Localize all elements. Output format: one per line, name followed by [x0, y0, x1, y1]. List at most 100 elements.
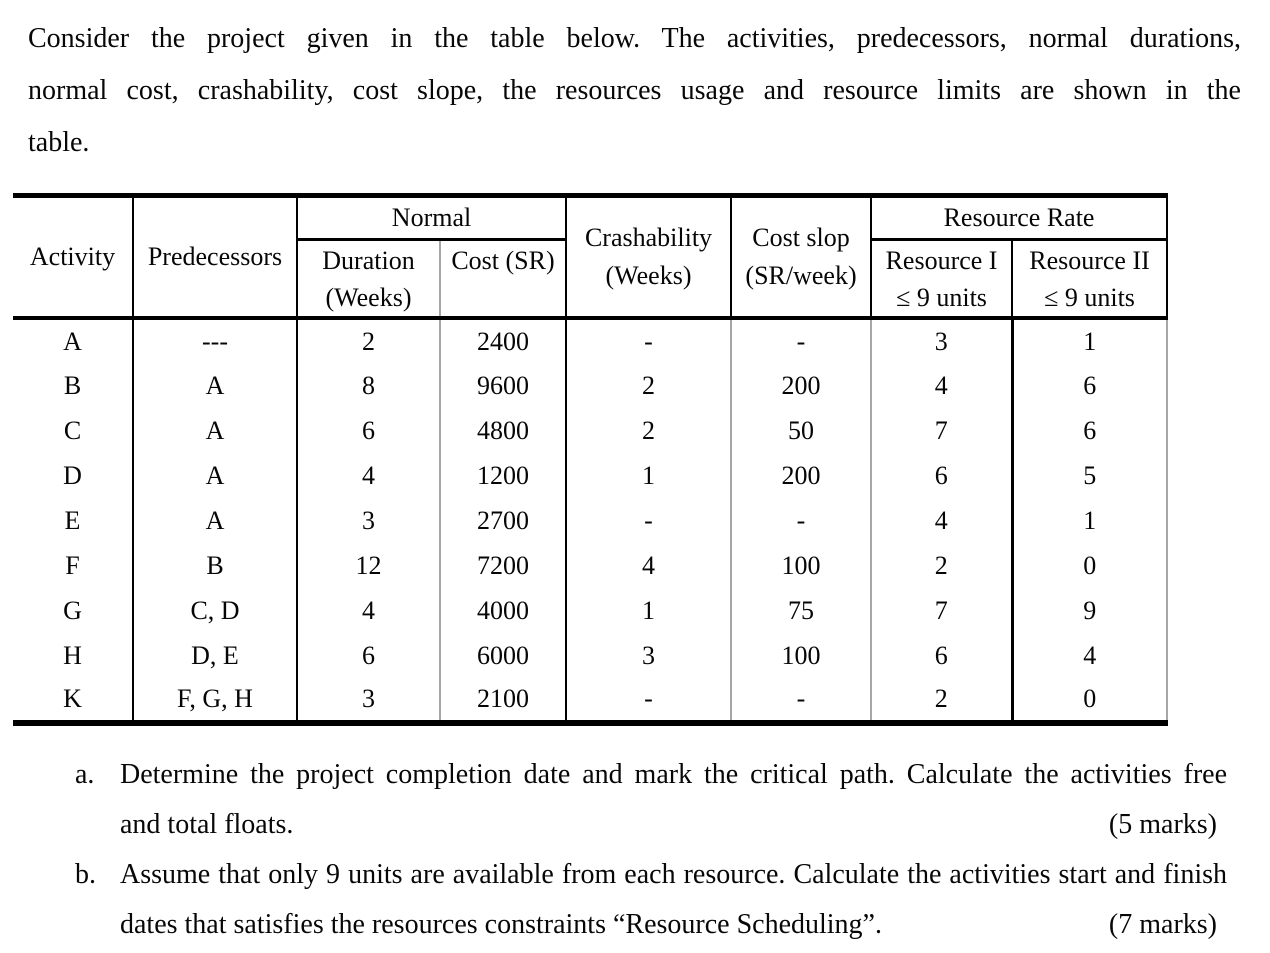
cell-cost: 2400 — [438, 316, 567, 363]
cell-resource2: 0 — [1010, 543, 1169, 588]
intro-paragraph: Consider the project given in the table … — [28, 13, 1241, 169]
cell-cost-slope: 50 — [730, 408, 872, 453]
col-header-duration-line1: Duration — [322, 246, 415, 275]
cell-duration: 6 — [296, 408, 440, 453]
cell-activity: B — [63, 370, 82, 400]
cell-resource1: 4 — [870, 363, 1013, 408]
cell-resource1: 4 — [870, 498, 1013, 543]
cell-activity: A — [13, 316, 133, 363]
cell-resource2: 9 — [1010, 588, 1169, 633]
col-header-cost-slope-line2: (SR/week) — [745, 261, 857, 290]
cell-crashability: 2 — [565, 408, 732, 453]
col-header-cost-slope-line1: Cost slop — [752, 223, 850, 252]
cell-activity: K — [63, 684, 82, 713]
col-header-cost: Cost (SR) — [438, 239, 567, 318]
col-header-resource-rate: Resource Rate — [870, 195, 1169, 241]
col-header-crashability-line1: Crashability — [584, 223, 713, 252]
cell-resource2: 6 — [1010, 363, 1169, 408]
cell-cost-slope: 100 — [730, 543, 872, 588]
question-b-marker: b. — [75, 859, 96, 890]
cell-duration: 6 — [296, 633, 440, 678]
cell-activity: F — [65, 550, 80, 580]
cell-cost-slope: 75 — [730, 588, 872, 633]
intro-line-1: Consider the project given in the table … — [28, 23, 1241, 54]
cell-duration: 8 — [296, 363, 440, 408]
cell-resource2: 0 — [1010, 678, 1169, 723]
col-header-normal: Normal — [295, 195, 567, 241]
question-b-marks: (7 marks) — [1108, 909, 1217, 940]
table-row-C: C A 6 4800 2 50 7 6 — [13, 408, 1169, 453]
cell-resource1: 7 — [870, 408, 1013, 453]
cell-cost-slope: 200 — [730, 453, 872, 498]
project-table-container: Activity Predecessors Normal Crashabilit… — [13, 193, 1169, 726]
cell-predecessors: C, D — [132, 588, 297, 633]
cell-resource2: 1 — [1010, 498, 1169, 543]
question-a-marks: (5 marks) — [1108, 809, 1217, 840]
intro-line-2: normal cost, crashability, cost slope, t… — [28, 75, 1241, 106]
cell-crashability: 3 — [565, 633, 732, 678]
cell-predecessors: F, G, H — [132, 678, 297, 723]
col-header-resource1-line1: Resource I — [885, 246, 998, 275]
cell-duration: 3 — [296, 498, 440, 543]
cell-predecessors: D, E — [132, 633, 297, 678]
cell-resource1: 6 — [870, 453, 1013, 498]
cell-cost: 6000 — [438, 633, 567, 678]
cell-duration: 3 — [296, 678, 440, 723]
col-header-crashability-line2: (Weeks) — [605, 261, 692, 290]
cell-resource2: 1 — [1010, 316, 1169, 363]
question-a-text: Determine the project completion date an… — [120, 759, 1227, 790]
question-a-body: Determine the project completion date an… — [120, 750, 1227, 850]
cell-predecessors: A — [132, 408, 297, 453]
cell-crashability: 4 — [565, 543, 732, 588]
cell-cost-slope: 100 — [730, 633, 872, 678]
question-b-body: Assume that only 9 units are available f… — [120, 850, 1227, 950]
cell-cost: 7200 — [438, 543, 567, 588]
table-row-H: H D, E 6 6000 3 100 6 4 — [13, 633, 1169, 678]
col-header-crashability: Crashability (Weeks) — [565, 195, 732, 318]
cell-predecessors: A — [132, 453, 297, 498]
cell-predecessors: A — [132, 498, 297, 543]
question-b-text: Assume that only 9 units are available f… — [120, 859, 1227, 890]
cell-cost: 9600 — [438, 363, 567, 408]
col-header-activity: Activity — [29, 242, 116, 271]
cell-predecessors: --- — [132, 316, 297, 363]
col-header-resource2-limit: ≤ 9 units — [1044, 283, 1135, 312]
cell-crashability: - — [565, 678, 732, 723]
col-header-resource2: Resource II ≤ 9 units — [1011, 239, 1169, 318]
cell-duration: 12 — [296, 543, 440, 588]
cell-cost: 4000 — [438, 588, 567, 633]
col-header-resource2-line1: Resource II — [1029, 246, 1150, 275]
cell-resource2: 4 — [1010, 633, 1169, 678]
table-row-G: G C, D 4 4000 1 75 7 9 — [13, 588, 1169, 633]
table-row-A: A --- 2 2400 - - 3 1 — [13, 316, 1169, 363]
table-row-B: B A 8 9600 2 200 4 6 — [13, 363, 1169, 408]
question-b-text-continued: dates that satisfies the resources const… — [120, 900, 1227, 950]
cell-resource1: 3 — [870, 316, 1013, 363]
question-b-text-line2: dates that satisfies the resources const… — [120, 909, 882, 940]
cell-resource1: 2 — [870, 543, 1013, 588]
cell-resource1: 2 — [870, 678, 1013, 723]
cell-cost-slope: - — [730, 316, 872, 363]
questions-section: a. Determine the project completion date… — [75, 750, 1227, 950]
col-header-duration: Duration (Weeks) — [296, 239, 440, 318]
cell-resource2: 6 — [1010, 408, 1169, 453]
cell-activity: H — [63, 640, 82, 670]
cell-predecessors: B — [132, 543, 297, 588]
cell-duration: 2 — [296, 316, 440, 363]
cell-resource1: 7 — [870, 588, 1013, 633]
question-a-marker: a. — [75, 759, 95, 790]
col-header-resource1: Resource I ≤ 9 units — [870, 239, 1013, 318]
col-header-duration-line2: (Weeks) — [325, 283, 412, 312]
project-table: Activity Predecessors Normal Crashabilit… — [13, 193, 1169, 726]
question-a-text-line2: and total floats. — [120, 809, 294, 840]
cell-cost: 4800 — [438, 408, 567, 453]
col-header-predecessors: Predecessors — [132, 195, 297, 318]
cell-cost: 2100 — [438, 678, 567, 723]
cell-cost-slope: 200 — [730, 363, 872, 408]
cell-crashability: 2 — [565, 363, 732, 408]
question-b: b. Assume that only 9 units are availabl… — [75, 850, 1227, 950]
cell-activity: C — [63, 415, 82, 445]
cell-activity: G — [63, 595, 82, 625]
table-row-D: D A 4 1200 1 200 6 5 — [13, 453, 1169, 498]
table-row-F: F B 12 7200 4 100 2 0 — [13, 543, 1169, 588]
